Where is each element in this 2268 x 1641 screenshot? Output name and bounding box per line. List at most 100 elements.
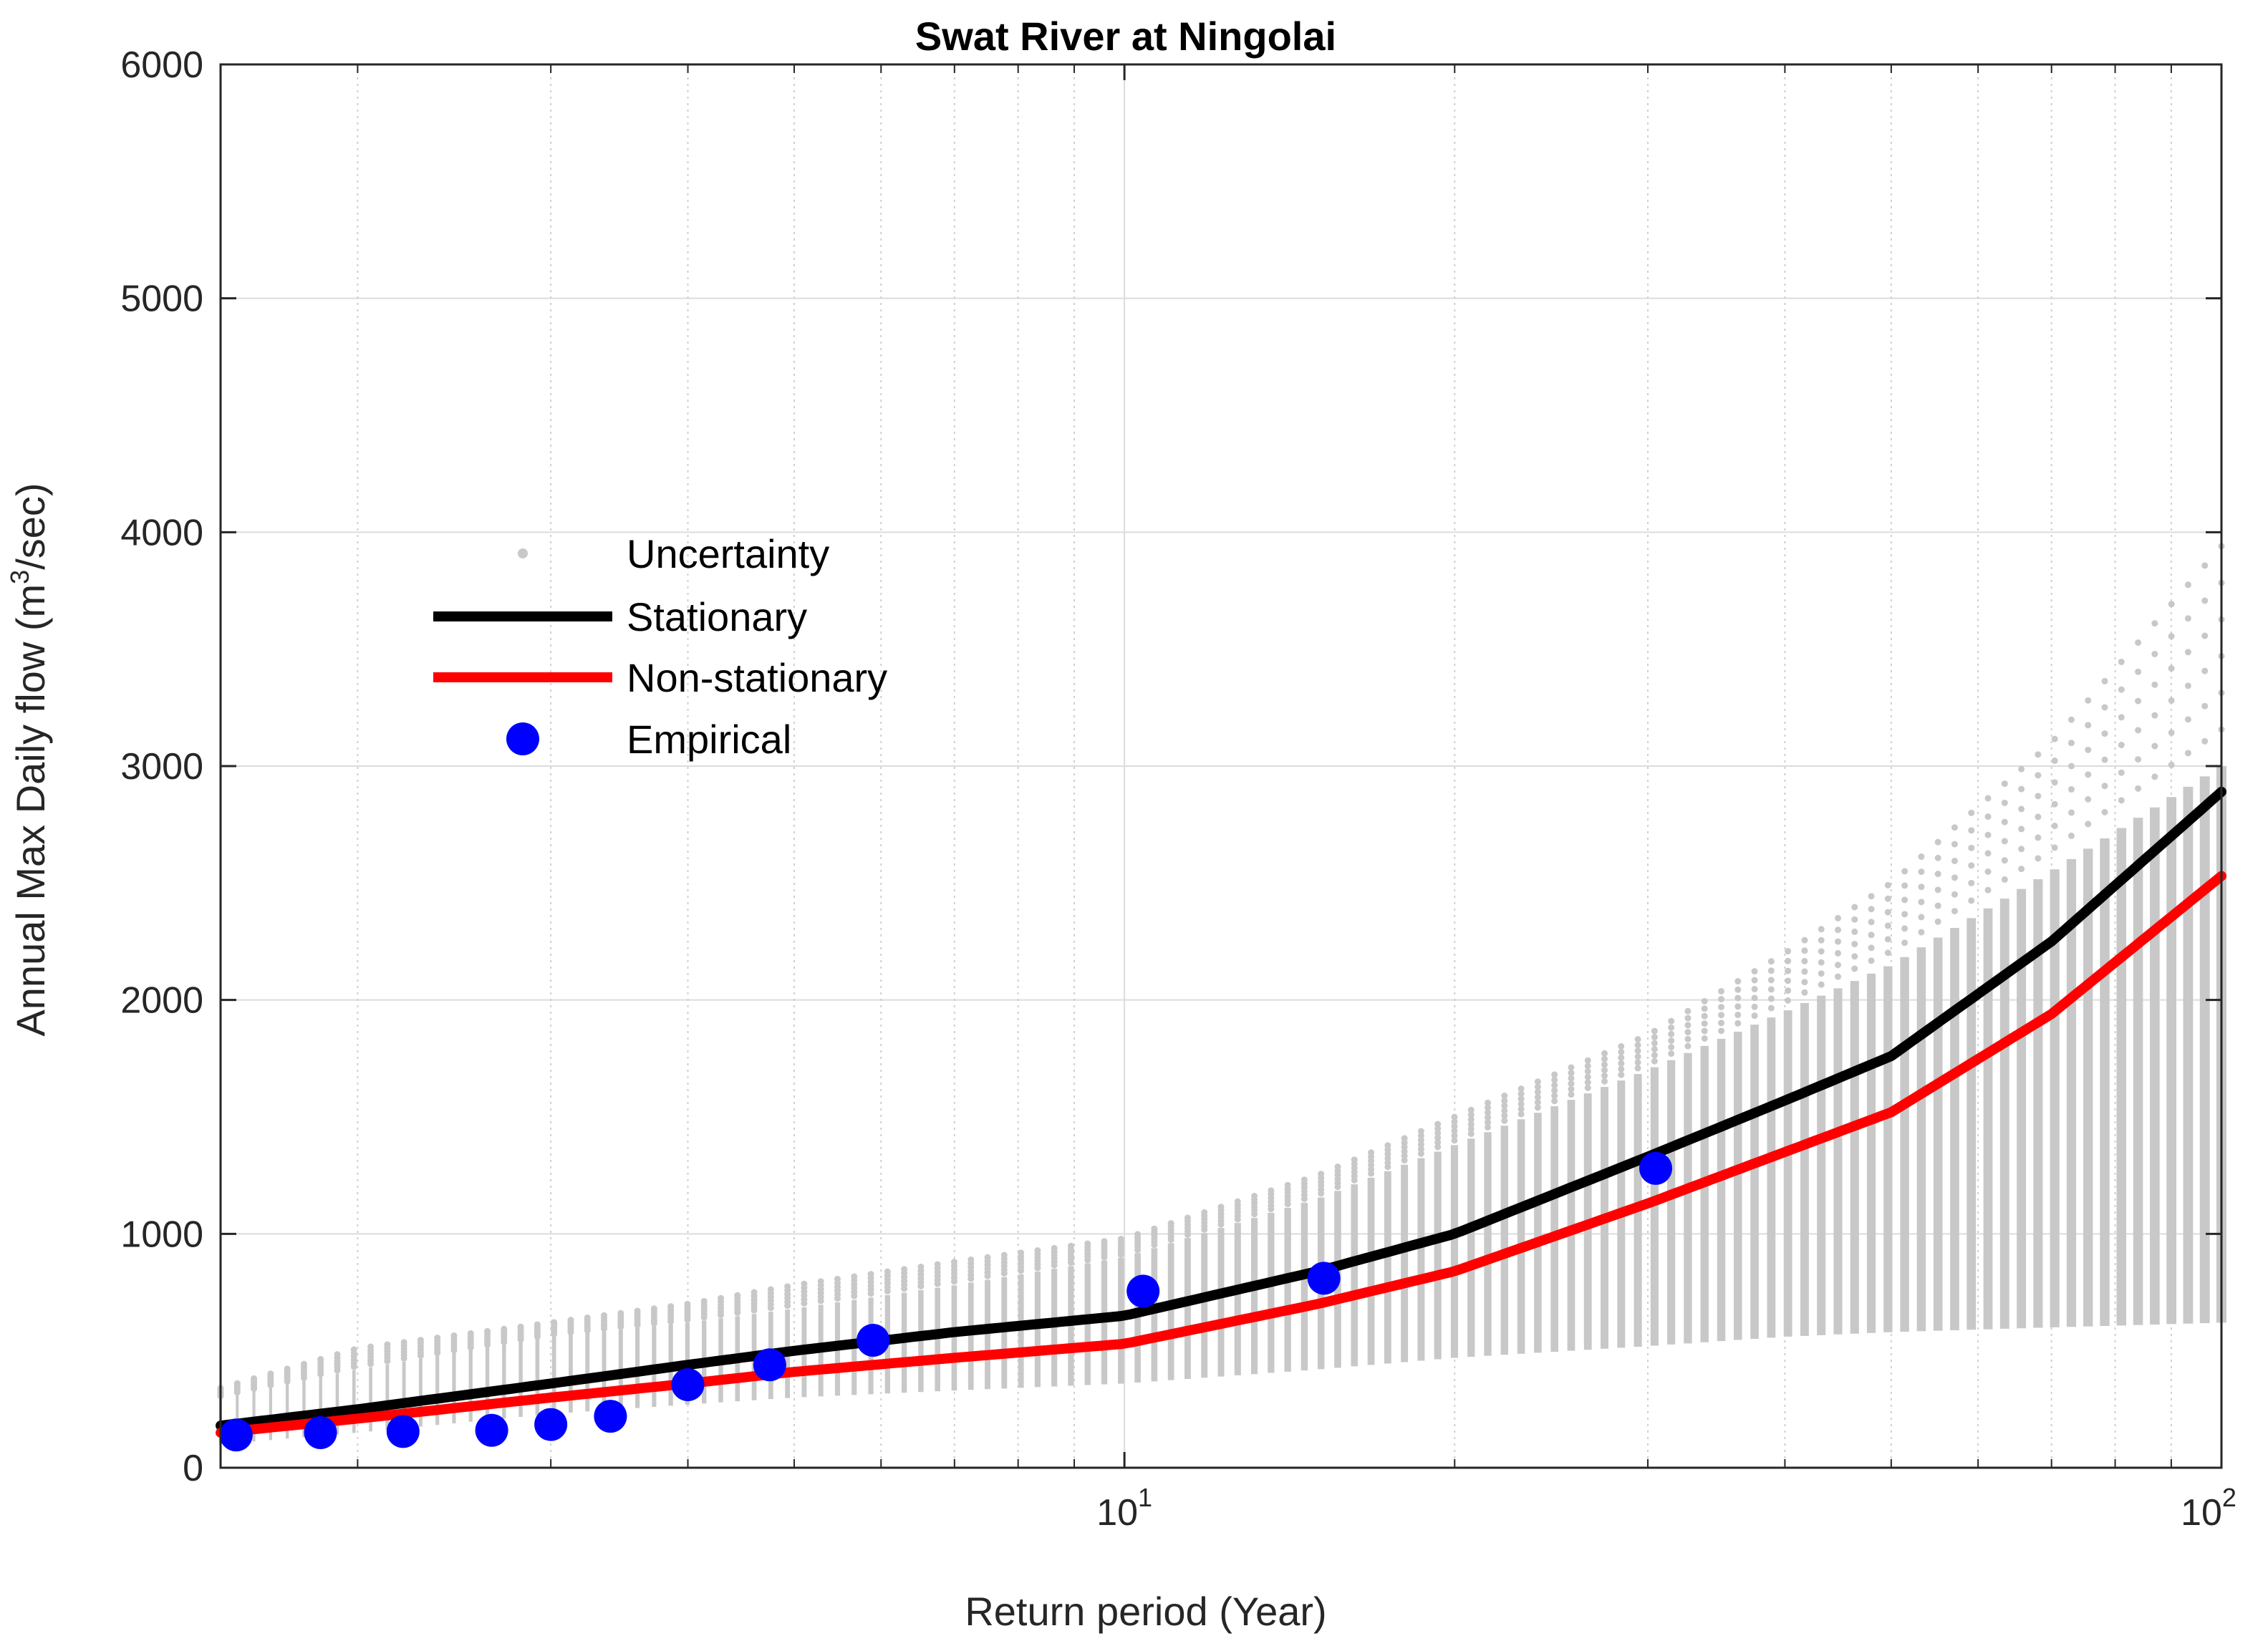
uncertainty-dot <box>1351 1156 1358 1163</box>
uncertainty-dot <box>1417 1146 1424 1153</box>
y-tick-label: 4000 <box>120 512 203 553</box>
uncertainty-dot <box>2018 805 2025 813</box>
uncertainty-dot <box>1417 1128 1424 1135</box>
uncertainty-dot <box>2035 772 2042 779</box>
uncertainty-dot <box>2201 597 2209 604</box>
uncertainty-dot <box>1984 795 1992 802</box>
uncertainty-dot <box>2035 793 2042 800</box>
uncertainty-dot <box>1301 1176 1308 1183</box>
uncertainty-dot <box>1467 1126 1475 1133</box>
uncertainty-dot <box>2018 826 2025 833</box>
uncertainty-dot <box>1668 1024 1675 1031</box>
uncertainty-dot <box>1734 978 1742 985</box>
uncertainty-dot <box>751 1289 758 1296</box>
uncertainty-dot <box>1751 977 1758 984</box>
uncertainty-dot <box>2101 808 2108 815</box>
uncertainty-dot <box>1734 1012 1742 1019</box>
uncertainty-dot <box>1767 995 1775 1002</box>
uncertainty-dot <box>1184 1214 1191 1221</box>
uncertainty-dot <box>1501 1097 1508 1104</box>
uncertainty-dot <box>1000 1252 1008 1259</box>
empirical-point <box>475 1413 508 1447</box>
uncertainty-dot <box>1834 949 1841 957</box>
uncertainty-dot <box>551 1319 558 1326</box>
uncertainty-dot <box>1684 1035 1692 1042</box>
empirical-point <box>1307 1262 1341 1295</box>
uncertainty-dot <box>1834 926 1841 934</box>
uncertainty-dot <box>1668 1017 1675 1025</box>
uncertainty-dot <box>1868 957 1875 964</box>
uncertainty-dot <box>2168 697 2175 704</box>
uncertainty-dot <box>1851 916 1858 923</box>
uncertainty-dot <box>2051 779 2058 786</box>
uncertainty-dot <box>2135 785 2142 792</box>
uncertainty-dot <box>1568 1091 1575 1098</box>
uncertainty-dot <box>1734 994 1742 1002</box>
uncertainty-dot <box>1417 1137 1424 1144</box>
uncertainty-dot <box>2001 780 2008 788</box>
uncertainty-dot <box>1751 968 1758 975</box>
uncertainty-dot <box>1801 957 1808 964</box>
uncertainty-dot <box>1584 1068 1591 1075</box>
uncertainty-dot <box>567 1317 574 1324</box>
uncertainty-dot <box>1951 857 1958 864</box>
uncertainty-dot <box>2051 735 2058 742</box>
uncertainty-dot <box>1684 1042 1692 1050</box>
uncertainty-dot <box>1517 1095 1525 1103</box>
uncertainty-dot <box>1834 973 1841 980</box>
uncertainty-dot <box>1801 968 1808 975</box>
uncertainty-dot <box>2118 658 2125 665</box>
uncertainty-dot <box>300 1360 307 1368</box>
uncertainty-dot <box>1217 1204 1225 1211</box>
uncertainty-dot <box>834 1275 841 1282</box>
uncertainty-dot <box>1534 1093 1541 1100</box>
uncertainty-dot <box>2018 765 2025 773</box>
uncertainty-dot <box>1901 925 1909 932</box>
uncertainty-dot <box>1801 936 1808 944</box>
uncertainty-dot <box>2085 771 2092 778</box>
empirical-point <box>856 1323 890 1357</box>
empirical-point <box>219 1418 253 1452</box>
uncertainty-dot <box>1818 959 1825 966</box>
uncertainty-dot <box>984 1254 991 1261</box>
uncertainty-dot <box>1801 979 1808 986</box>
uncertainty-dot <box>1517 1085 1525 1093</box>
uncertainty-dot <box>1651 1057 1658 1065</box>
uncertainty-dot <box>1934 838 1941 846</box>
uncertainty-dot <box>1167 1220 1174 1227</box>
uncertainty-dot <box>2051 800 2058 808</box>
uncertainty-dot <box>2001 857 2008 864</box>
uncertainty-dot <box>2135 756 2142 763</box>
uncertainty-dot <box>1134 1231 1142 1238</box>
uncertainty-dot <box>1618 1060 1625 1067</box>
uncertainty-dot <box>1901 868 1909 875</box>
uncertainty-dot <box>2201 737 2209 745</box>
uncertainty-dot <box>1467 1131 1475 1138</box>
uncertainty-dot <box>1918 914 1925 921</box>
uncertainty-dot <box>718 1294 724 1302</box>
uncertainty-dot <box>1884 922 1891 929</box>
empirical-point <box>1126 1274 1160 1308</box>
uncertainty-dot <box>2135 697 2142 705</box>
uncertainty-dot <box>1767 958 1775 965</box>
uncertainty-dot <box>1718 1004 1724 1011</box>
uncertainty-dot <box>2184 750 2191 757</box>
uncertainty-dot <box>2018 785 2025 793</box>
uncertainty-dot <box>851 1273 858 1280</box>
uncertainty-dot <box>1668 1050 1675 1057</box>
uncertainty-dot <box>284 1365 291 1373</box>
uncertainty-dot <box>1651 1034 1658 1041</box>
uncertainty-dot <box>1084 1240 1091 1247</box>
uncertainty-dot <box>1534 1083 1541 1090</box>
uncertainty-dot <box>1501 1093 1508 1100</box>
uncertainty-dot <box>1834 962 1841 969</box>
uncertainty-dot <box>1434 1130 1442 1137</box>
uncertainty-dot <box>350 1346 357 1353</box>
uncertainty-dot <box>1734 986 1742 993</box>
uncertainty-dot <box>1934 902 1941 909</box>
uncertainty-dot <box>2135 727 2142 734</box>
uncertainty-dot <box>1818 926 1825 933</box>
uncertainty-dot <box>1551 1098 1558 1105</box>
uncertainty-dot <box>1668 1030 1675 1037</box>
uncertainty-dot <box>2067 809 2075 816</box>
